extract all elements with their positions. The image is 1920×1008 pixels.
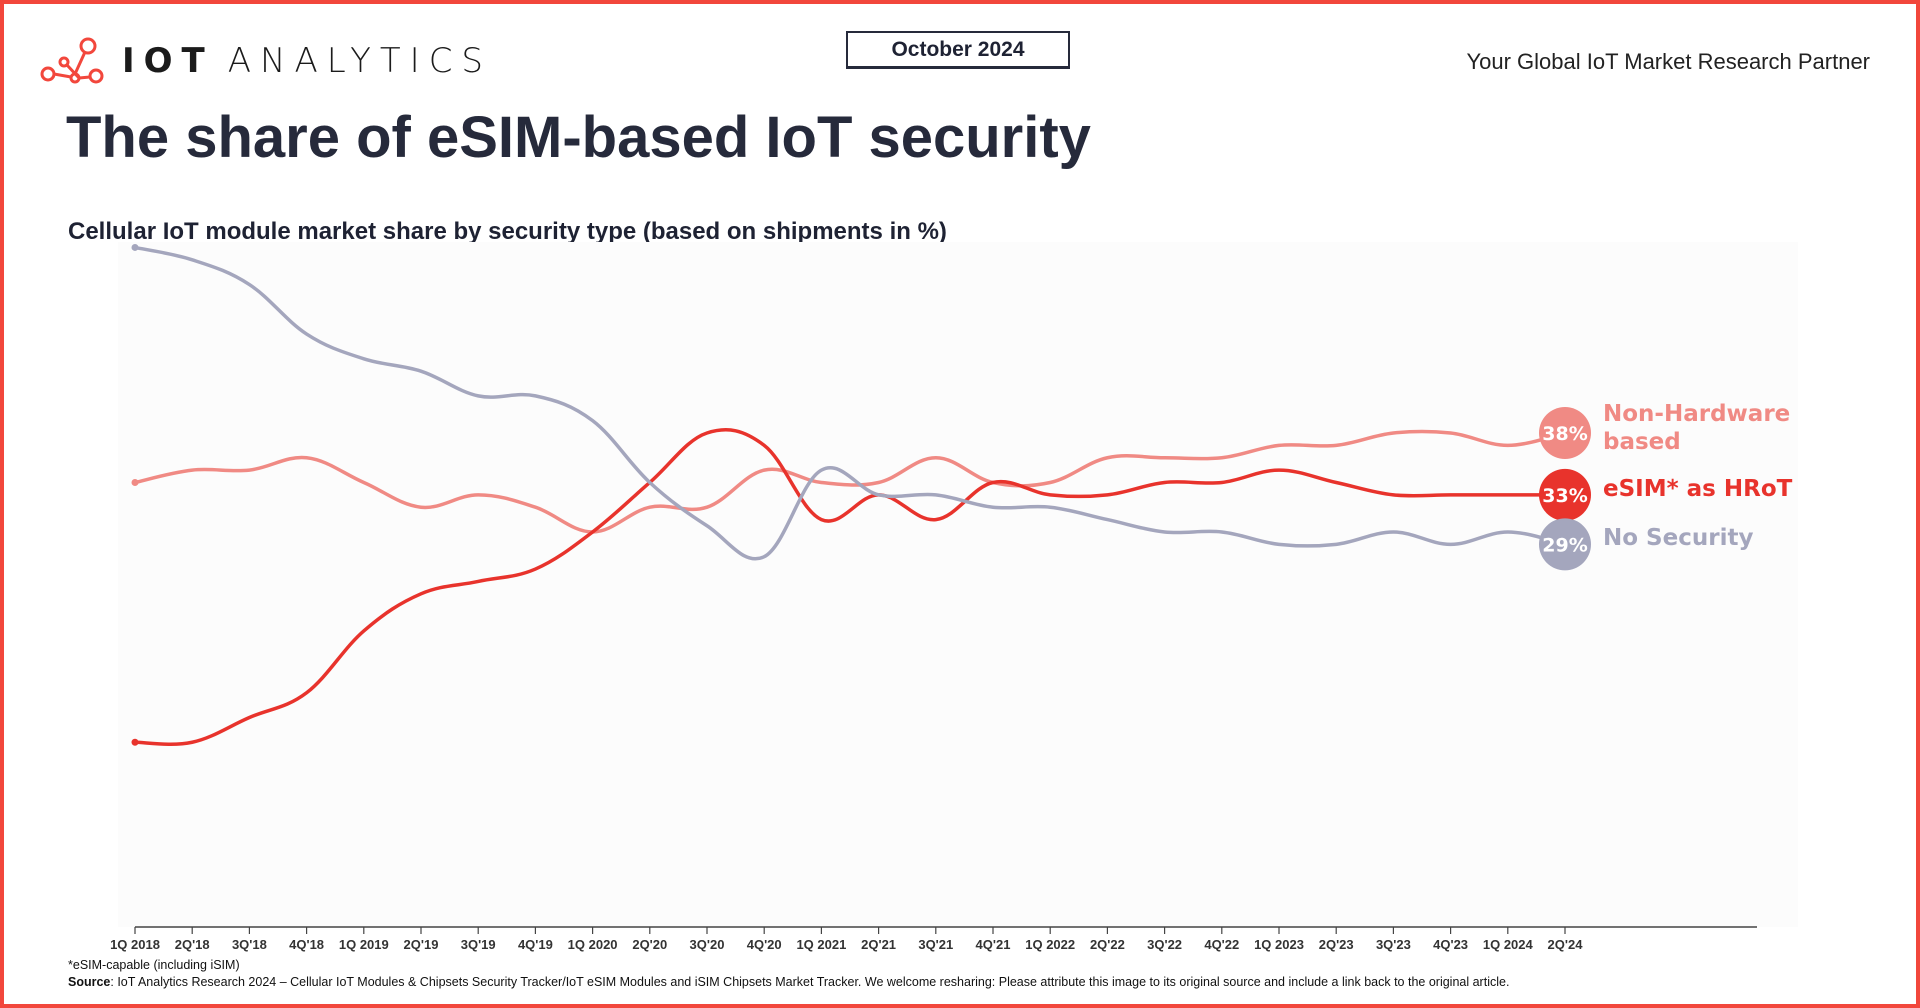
date-badge: October 2024 [846, 31, 1070, 69]
plot-area [118, 242, 1798, 927]
chart-subtitle: Cellular IoT module market share by secu… [68, 218, 947, 245]
x-tick-label: 3Q'23 [1376, 937, 1411, 952]
footnote: *eSIM-capable (including iSIM) [68, 958, 240, 972]
source-text: : IoT Analytics Research 2024 – Cellular… [110, 975, 1510, 989]
end-value-no-security: 29% [1542, 534, 1587, 556]
legend-label-no-security: No Security [1603, 525, 1753, 551]
logo-text-bold: IOT [122, 41, 214, 81]
data-point-esim-hrot [131, 738, 139, 746]
x-tick-label: 2Q'20 [632, 937, 667, 952]
logo: IOT ANALYTICS [38, 36, 492, 86]
x-tick-label: 3Q'20 [690, 937, 725, 952]
x-tick-label: 1Q 2018 [110, 937, 160, 952]
x-tick-label: 4Q'18 [289, 937, 324, 952]
x-tick-label: 2Q'23 [1319, 937, 1354, 952]
x-tick-label: 4Q'21 [976, 937, 1011, 952]
series-line-non-hardware [134, 429, 1566, 534]
logo-wordmark: IOT ANALYTICS [122, 41, 492, 81]
x-tick-label: 1Q 2023 [1254, 937, 1304, 952]
source-note: Source: IoT Analytics Research 2024 – Ce… [68, 975, 1509, 989]
end-value-esim-hrot: 33% [1542, 485, 1587, 507]
legend-label-non-hardware: based [1603, 429, 1681, 455]
end-marker-non-hardware [1539, 407, 1591, 459]
x-tick-label: 1Q 2020 [568, 937, 618, 952]
x-tick-label: 1Q 2019 [339, 937, 389, 952]
x-tick-label: 3Q'21 [918, 937, 953, 952]
logo-text-light: ANALYTICS [227, 41, 493, 81]
legend-label-non-hardware: Non-Hardware [1603, 401, 1790, 427]
x-tick-label: 1Q 2024 [1483, 937, 1534, 952]
x-tick-label: 3Q'22 [1147, 937, 1182, 952]
x-tick-label: 2Q'18 [175, 937, 210, 952]
series-line-no-security [134, 245, 1566, 561]
x-tick-label: 4Q'22 [1204, 937, 1239, 952]
tagline: Your Global IoT Market Research Partner [1466, 49, 1870, 74]
data-point-no-security [131, 243, 139, 251]
x-tick-label: 2Q'22 [1090, 937, 1125, 952]
x-tick-label: 1Q 2022 [1025, 937, 1075, 952]
data-point-non-hardware [131, 478, 139, 486]
legend-label-esim-hrot: eSIM* as HRoT [1603, 476, 1793, 502]
x-tick-label: 1Q 2021 [796, 937, 846, 952]
x-tick-label: 2Q'21 [861, 937, 896, 952]
network-nodes-icon [40, 37, 104, 84]
x-tick-label: 3Q'19 [461, 937, 496, 952]
x-tick-label: 3Q'18 [232, 937, 267, 952]
end-value-non-hardware: 38% [1542, 423, 1587, 445]
source-label: Source [68, 975, 111, 989]
x-tick-label: 2Q'19 [404, 937, 439, 952]
end-marker-esim-hrot [1539, 468, 1591, 521]
end-marker-no-security [1539, 518, 1591, 571]
x-tick-label: 4Q'23 [1433, 937, 1468, 952]
x-tick-label: 4Q'19 [518, 937, 553, 952]
series-line-esim-hrot [134, 428, 1565, 746]
x-tick-label: 2Q'24 [1548, 937, 1584, 952]
page-title: The share of eSIM-based IoT security [66, 105, 1091, 170]
x-tick-label: 4Q'20 [747, 937, 782, 952]
